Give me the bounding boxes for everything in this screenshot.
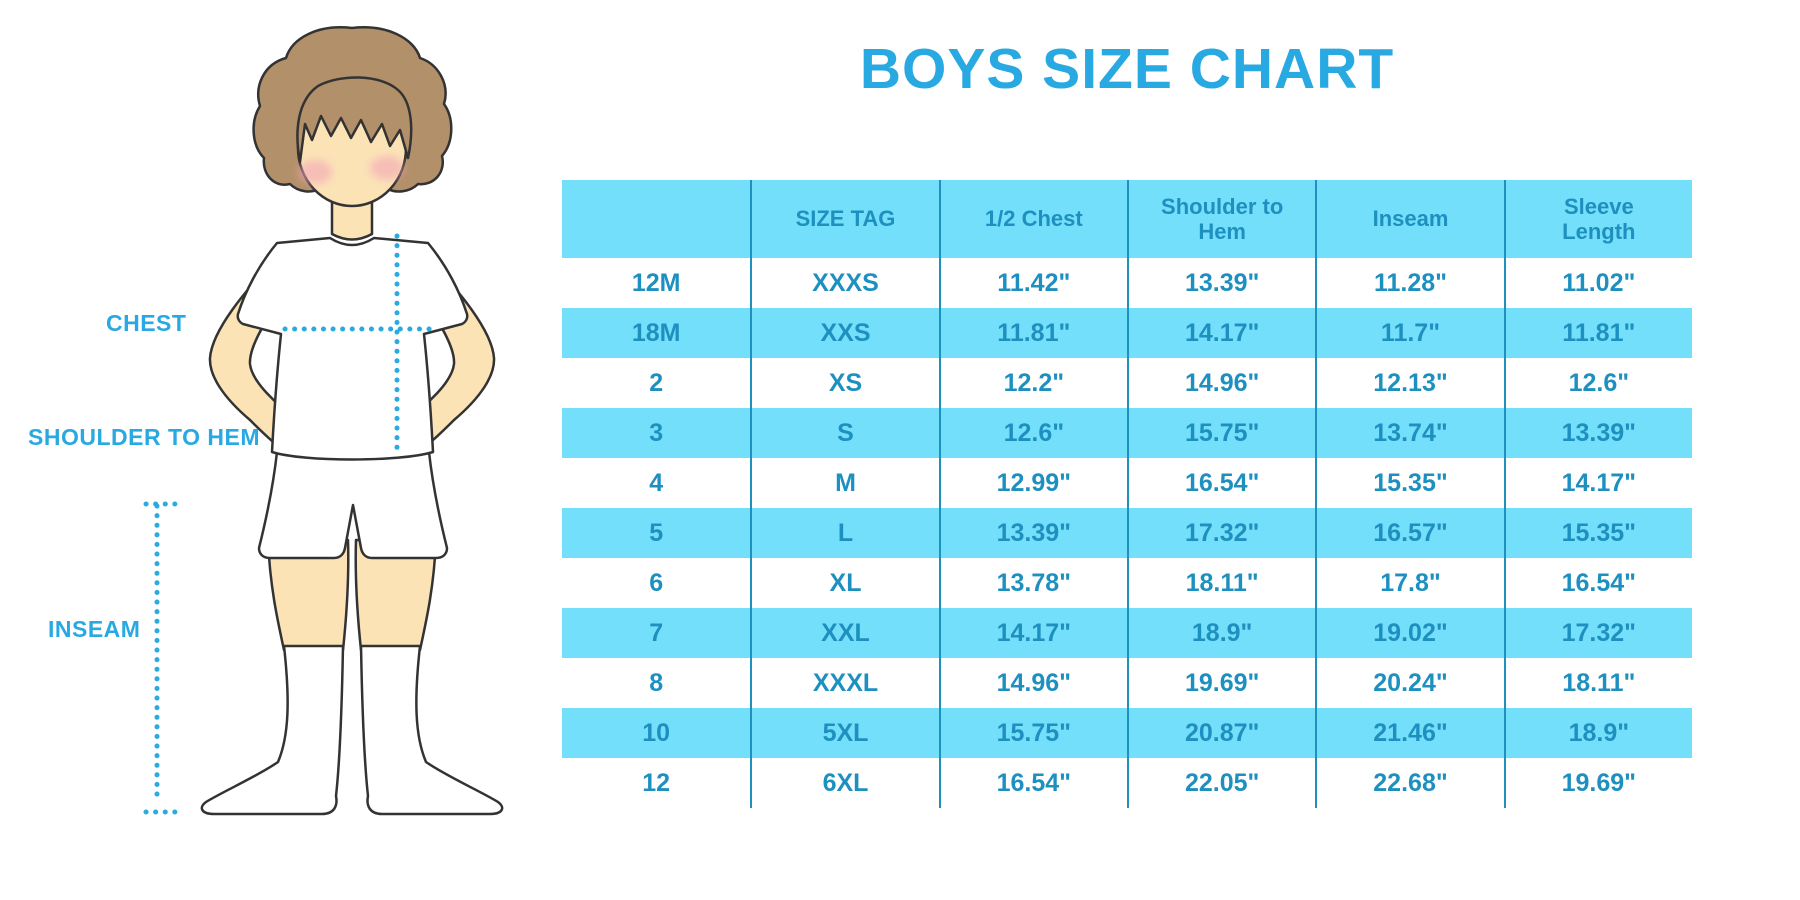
table-cell: 17.8"	[1315, 558, 1504, 608]
hair-fringe	[296, 76, 413, 164]
row-size-cell: 8	[562, 658, 751, 708]
header-cell	[562, 180, 751, 258]
cheek-right	[370, 156, 404, 180]
row-size-cell: 5	[562, 508, 751, 558]
row-size-cell: 6	[562, 558, 751, 608]
row-size-cell: 10	[562, 708, 751, 758]
table-cell: 14.96"	[1126, 358, 1316, 408]
row-size-cell: 4	[562, 458, 751, 508]
table-cell: 12.13"	[1315, 358, 1504, 408]
table-cell: 13.39"	[1126, 258, 1316, 308]
table-cell: XXXS	[750, 258, 939, 308]
table-cell: 16.57"	[1315, 508, 1504, 558]
shoulder-to-hem-label: SHOULDER TO HEM	[28, 424, 260, 450]
row-size-cell: 7	[562, 608, 751, 658]
boy-illustration	[143, 26, 504, 816]
table-cell: 13.39"	[1503, 408, 1692, 458]
table-cell: S	[750, 408, 939, 458]
table-cell: 12.2"	[938, 358, 1127, 408]
chest-label: CHEST	[106, 310, 187, 336]
table-cell: 12.6"	[938, 408, 1127, 458]
table-cell: 16.54"	[1503, 558, 1692, 608]
shirt	[236, 236, 469, 461]
table-cell: 14.17"	[938, 608, 1127, 658]
row-size-cell: 18M	[562, 308, 751, 358]
table-cell: 13.74"	[1315, 408, 1504, 458]
table-cell: 16.54"	[938, 758, 1127, 808]
row-size-cell: 2	[562, 358, 751, 408]
table-cell: 11.02"	[1503, 258, 1692, 308]
table-cell: 16.54"	[1126, 458, 1316, 508]
table-cell: 22.05"	[1126, 758, 1316, 808]
table-cell: 18.9"	[1503, 708, 1692, 758]
table-cell: 6XL	[750, 758, 939, 808]
table-cell: 15.75"	[938, 708, 1127, 758]
sock-left	[200, 644, 345, 816]
header-cell: SIZE TAG	[750, 180, 939, 258]
table-cell: L	[750, 508, 939, 558]
row-size-cell: 3	[562, 408, 751, 458]
table-cell: 11.81"	[1503, 308, 1692, 358]
table-cell: 21.46"	[1315, 708, 1504, 758]
table-cell: 13.39"	[938, 508, 1127, 558]
table-cell: 11.81"	[938, 308, 1127, 358]
boy-measurement-figure: CHEST SHOULDER TO HEM INSEAM	[0, 0, 560, 900]
table-cell: 13.78"	[938, 558, 1127, 608]
table-cell: 14.17"	[1126, 308, 1316, 358]
table-cell: 17.32"	[1126, 508, 1316, 558]
page-title: BOYS SIZE CHART	[859, 37, 1395, 101]
table-cell: 12.6"	[1503, 358, 1692, 408]
table-cell: 15.35"	[1503, 508, 1692, 558]
table-cell: XL	[750, 558, 939, 608]
table-cell: XXL	[750, 608, 939, 658]
sock-right	[359, 644, 504, 816]
shorts	[257, 450, 449, 560]
table-cell: 14.17"	[1503, 458, 1692, 508]
inseam-label: INSEAM	[48, 616, 141, 642]
table-cell: 18.11"	[1503, 658, 1692, 708]
header-cell: Sleeve Length	[1503, 180, 1692, 258]
table-cell: 19.02"	[1315, 608, 1504, 658]
table-cell: XS	[750, 358, 939, 408]
table-cell: 15.35"	[1315, 458, 1504, 508]
header-cell: 1/2 Chest	[938, 180, 1127, 258]
table-cell: 20.24"	[1315, 658, 1504, 708]
header-cell: Inseam	[1315, 180, 1504, 258]
table-cell: 11.42"	[938, 258, 1127, 308]
table-cell: 11.28"	[1315, 258, 1504, 308]
table-cell: 15.75"	[1126, 408, 1316, 458]
table-cell: 12.99"	[938, 458, 1127, 508]
table-cell: 14.96"	[938, 658, 1127, 708]
row-size-cell: 12	[562, 758, 751, 808]
table-cell: 19.69"	[1503, 758, 1692, 808]
table-cell: 5XL	[750, 708, 939, 758]
table-cell: 22.68"	[1315, 758, 1504, 808]
table-cell: XXXL	[750, 658, 939, 708]
table-cell: 17.32"	[1503, 608, 1692, 658]
table-cell: 19.69"	[1126, 658, 1316, 708]
table-cell: XXS	[750, 308, 939, 358]
table-cell: 20.87"	[1126, 708, 1316, 758]
header-cell: Shoulder to Hem	[1126, 180, 1316, 258]
table-cell: M	[750, 458, 939, 508]
row-size-cell: 12M	[562, 258, 751, 308]
cheek-left	[298, 160, 332, 184]
table-cell: 18.11"	[1126, 558, 1316, 608]
size-chart-table: SIZE TAG 1/2 Chest Shoulder to Hem Inseam Sl…	[562, 180, 1692, 808]
table-cell: 18.9"	[1126, 608, 1316, 658]
table-cell: 11.7"	[1315, 308, 1504, 358]
